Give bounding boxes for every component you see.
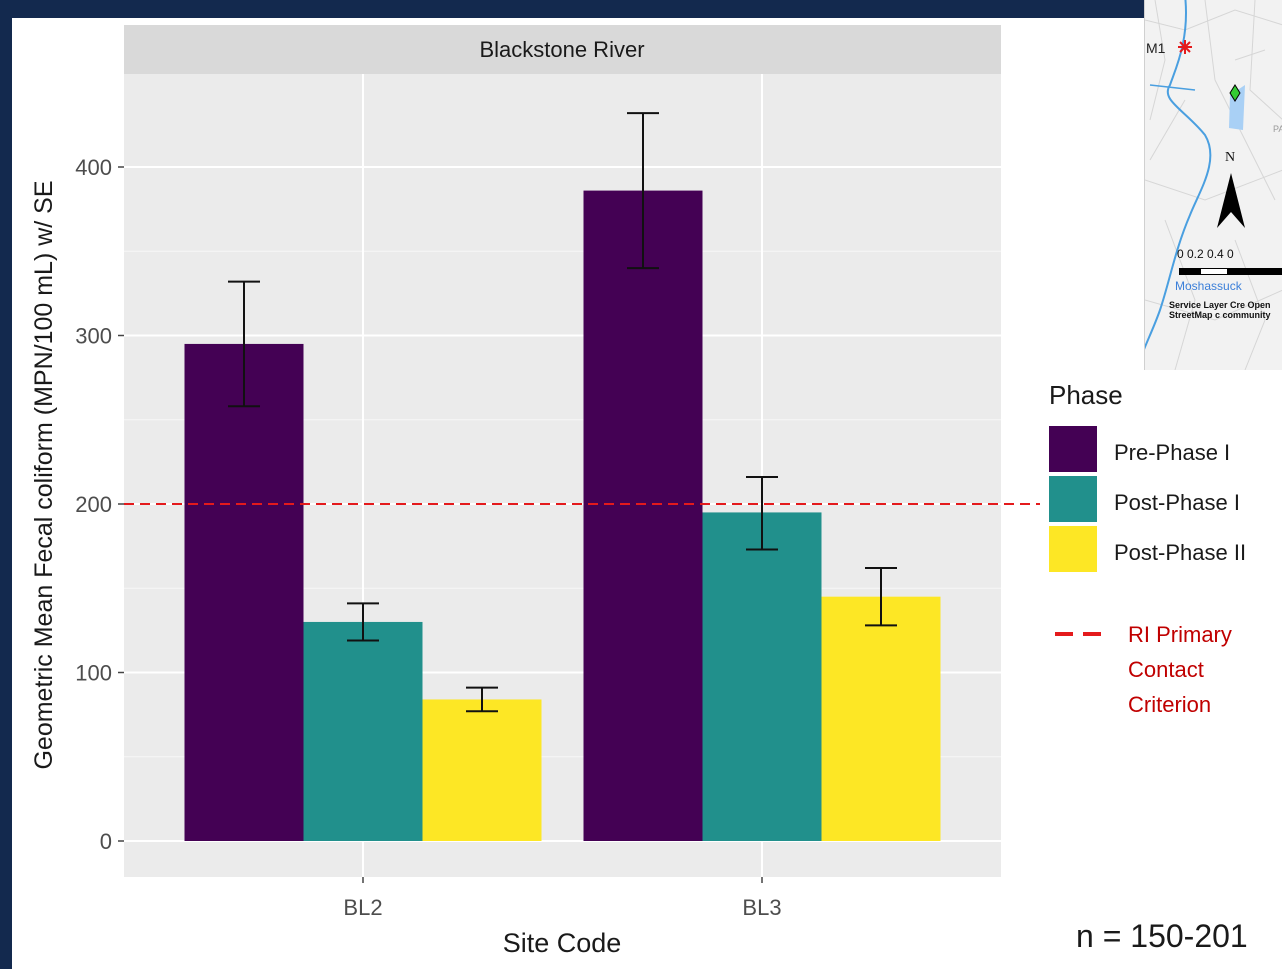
y-tick-label: 300 [75, 324, 112, 349]
bar-chart: Blackstone River 0 100 200 300 400 BL2 BL3 Ge… [0, 0, 1040, 969]
x-tick-label: BL3 [742, 895, 781, 920]
y-tick-label: 100 [75, 661, 112, 686]
map-corner-label: PA [1273, 124, 1282, 134]
legend-label-post-phase-ii: Post-Phase II [1114, 540, 1246, 566]
legend-swatch-pre-phase-i [1049, 426, 1097, 472]
map-inset: M1 PA N 0 0.2 0.4 0 Moshassuck Service L… [1144, 0, 1282, 370]
bar-bl2-pre-phase-i [185, 344, 304, 841]
x-axis-title: Site Code [503, 928, 622, 958]
y-tick-label: 0 [100, 829, 112, 854]
map-north-label: N [1225, 150, 1235, 166]
map-river-label: Moshassuck [1175, 279, 1242, 293]
legend-label-pre-phase-i: Pre-Phase I [1114, 440, 1230, 466]
y-axis: 0 100 200 300 400 [75, 155, 124, 854]
map-scale-label: 0 0.2 0.4 0 [1177, 247, 1234, 261]
legend: Phase Pre-Phase I Post-Phase I Post-Phas… [1046, 380, 1282, 600]
site-marker-icon [1178, 40, 1192, 54]
map-site-label: M1 [1146, 40, 1165, 56]
legend-swatch-post-phase-ii [1049, 526, 1097, 572]
legend-swatch-post-phase-i [1049, 476, 1097, 522]
y-tick-label: 200 [75, 492, 112, 517]
map-credit: Service Layer Cre Open StreetMap c commu… [1169, 300, 1282, 320]
x-axis: BL2 BL3 [343, 877, 781, 920]
criterion-legend: RI Primary Contact Criterion [1052, 617, 1282, 717]
sample-size-note: n = 150-201 [1076, 918, 1248, 955]
bar-bl2-post-phase-i [304, 622, 423, 841]
y-tick-label: 400 [75, 155, 112, 180]
y-axis-title: Geometric Mean Fecal coliform (MPN/100 m… [30, 180, 58, 769]
scale-bar [1179, 268, 1282, 275]
bar-bl3-post-phase-ii [822, 597, 941, 841]
dashed-line-icon [1055, 631, 1111, 637]
criterion-label: RI Primary Contact Criterion [1128, 617, 1278, 722]
bar-bl3-post-phase-i [703, 512, 822, 841]
legend-label-post-phase-i: Post-Phase I [1114, 490, 1240, 516]
north-arrow-icon [1217, 173, 1245, 228]
bar-bl3-pre-phase-i [584, 191, 703, 841]
x-tick-label: BL2 [343, 895, 382, 920]
facet-title: Blackstone River [479, 37, 644, 62]
legend-title: Phase [1049, 380, 1123, 411]
bar-bl2-post-phase-ii [423, 699, 542, 841]
